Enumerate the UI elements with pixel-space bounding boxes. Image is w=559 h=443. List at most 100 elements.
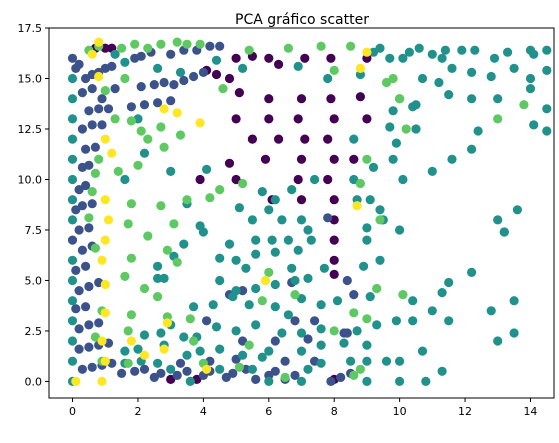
data-point [156,122,166,132]
data-point [326,94,336,104]
data-point [300,134,310,144]
data-point [77,88,87,98]
data-point [185,314,195,324]
data-point [100,195,110,205]
data-point [126,116,136,126]
data-point [81,180,91,191]
data-point [264,346,274,356]
data-point [215,344,225,354]
data-point [355,178,365,189]
data-point [270,279,280,290]
data-point [71,304,81,314]
data-point [342,275,352,286]
y-axis: 0.0 2.5 5.0 7.5 10.0 12.5 15.0 17.5 [18,22,49,388]
data-point [251,235,261,245]
data-point [264,114,274,124]
data-point [395,94,405,104]
data-point [224,73,235,84]
data-point [349,290,359,300]
data-point [352,201,362,211]
data-point [404,47,414,57]
data-point [440,45,450,55]
data-point [316,300,326,310]
data-point [107,61,117,71]
data-point [153,358,163,368]
data-point [67,296,78,306]
data-point [421,376,431,386]
data-point [231,114,241,124]
x-tick-label: 10 [393,405,407,418]
data-point [293,174,303,185]
data-point [244,45,254,55]
data-point [316,324,326,334]
data-point [414,43,424,53]
data-point [94,154,104,164]
data-point [120,57,130,67]
x-tick-label: 14 [523,405,537,418]
data-point [126,310,136,320]
data-point [84,320,94,330]
y-tick-label: 10.0 [18,173,43,186]
data-point [100,356,110,366]
data-point [493,114,503,124]
data-point [388,154,398,164]
data-point [247,134,257,144]
data-point [77,201,87,211]
data-point [349,308,359,318]
data-point [264,53,274,63]
data-point [411,124,421,134]
data-point [437,288,447,298]
data-point [84,223,94,233]
data-point [329,65,339,75]
data-point [126,102,136,112]
data-point [303,334,313,344]
data-point [97,255,107,265]
data-point [81,302,91,312]
data-point [303,273,313,283]
data-point [251,320,261,330]
data-point [159,142,169,152]
data-point [120,174,130,185]
data-point [260,275,271,286]
x-tick-label: 2 [134,405,141,418]
data-point [362,154,372,164]
data-point [81,261,91,271]
data-point [67,316,78,326]
data-point [323,174,333,185]
data-point [149,372,159,382]
data-point [139,364,150,374]
data-point [153,292,163,302]
data-point [110,84,120,94]
data-point [326,53,336,63]
data-point [264,267,274,277]
data-point [542,126,552,136]
data-point [270,302,280,312]
data-point [316,340,326,350]
data-point [90,168,100,178]
data-point [329,114,339,124]
x-tick-label: 0 [69,405,76,418]
y-tick-label: 2.5 [25,325,43,338]
data-point [467,144,477,154]
data-point [365,292,375,302]
data-point [159,104,169,114]
data-point [71,265,81,275]
data-point [123,358,133,368]
data-point [326,376,336,386]
data-point [388,106,398,116]
data-point [87,120,97,130]
data-point [306,235,316,245]
data-point [100,279,110,290]
data-point [349,154,359,164]
data-point [427,166,437,176]
data-point [231,326,241,336]
data-point [136,51,146,61]
data-point [94,37,104,47]
data-point [375,43,385,53]
data-point [126,253,136,263]
data-point [172,108,182,118]
data-point [169,80,179,90]
data-point [97,120,107,130]
data-point [159,77,169,88]
data-point [542,45,552,55]
